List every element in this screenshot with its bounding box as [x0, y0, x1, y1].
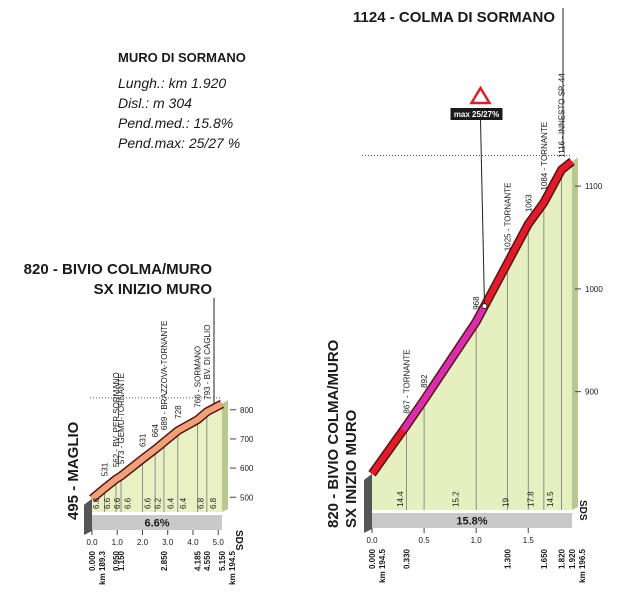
km-label: km 189.3	[98, 550, 107, 584]
gradient-label: 6.8	[92, 497, 101, 509]
base-side	[84, 498, 92, 535]
y-tick-label: 1000	[585, 285, 603, 294]
profile-line	[90, 401, 224, 502]
y-tick-label: 1100	[585, 182, 603, 191]
x-tick-label: 0.0	[86, 538, 98, 547]
info-line: Lungh.: km 1.920	[118, 75, 226, 91]
point-label: 1084 - TORNANTE	[540, 122, 549, 191]
km-mark: 0.950	[112, 550, 121, 571]
brand: SDS	[233, 530, 244, 551]
y-tick-label: 900	[585, 388, 599, 397]
start-label: 820 - BIVIO COLMA/MURO	[325, 339, 342, 528]
y-tick-label: 700	[240, 435, 254, 444]
info-line: Pend.med.: 15.8%	[118, 115, 233, 131]
km-mark: 1.150	[117, 550, 126, 571]
point-label: 867 - TORNANTE	[402, 349, 411, 413]
gradient-label: 14.5	[546, 491, 555, 507]
km-label: km 194.5	[228, 550, 237, 584]
info-line: Disl.: m 304	[118, 95, 192, 111]
y-tick-label: 800	[240, 406, 254, 415]
max-section	[400, 304, 488, 432]
info-title: MURO DI SORMANO	[118, 50, 246, 65]
x-tick-label: 0.0	[366, 536, 378, 545]
x-tick-label: 1.5	[523, 536, 535, 545]
gradient-label: 6.6	[144, 497, 153, 509]
gradient-label: 6.8	[197, 497, 206, 509]
y-tick-label: 600	[240, 464, 254, 473]
km-mark: 1.300	[503, 548, 512, 569]
gradient-label: 15.2	[451, 491, 460, 507]
point-label: 562 - BV. PER SORMANO	[112, 372, 121, 467]
x-tick-label: 4.0	[187, 538, 199, 547]
average-label: 15.8%	[456, 516, 487, 528]
point-label: 631	[138, 433, 147, 447]
gradient-label: 6.6	[113, 497, 122, 509]
point-label: 689 - BRAZZOVA-TORNANTE	[160, 321, 169, 431]
end-side	[572, 157, 578, 510]
info-line: Pend.max: 25/27 %	[118, 135, 240, 151]
gradient-label: 6.6	[103, 497, 112, 509]
gradient-label: 17.8	[526, 491, 535, 507]
km-mark: 0.330	[402, 548, 411, 569]
gradient-label: 6.4	[166, 497, 175, 509]
point-label: 1025 - TORNANTE	[503, 183, 512, 252]
km-mark: 4.550	[203, 550, 212, 571]
gradient-label: 6.6	[123, 497, 132, 509]
km-mark: 0.000	[368, 548, 377, 569]
gradient-band	[372, 513, 572, 528]
start-label: SX INIZIO MURO	[343, 409, 360, 528]
point-label: 728	[174, 405, 183, 419]
km-mark: 1.920	[568, 548, 577, 569]
start-label: 495 - MAGLIO	[65, 421, 82, 520]
point-label: 664	[151, 424, 160, 438]
km-mark: 2.850	[160, 550, 169, 571]
x-tick-label: 1.0	[112, 538, 124, 547]
point-label: 1116 - INNESTO SP. 44	[558, 73, 567, 158]
km-label: km 196.5	[578, 548, 587, 582]
y-tick-label: 500	[240, 493, 254, 502]
km-mark: 1.650	[540, 548, 549, 569]
km-mark: 5.150	[218, 550, 227, 571]
gradient-band	[92, 515, 222, 530]
gradient-label: 6.8	[209, 497, 218, 509]
brand: SDS	[577, 500, 588, 521]
max-pointer	[480, 119, 485, 307]
area	[92, 403, 222, 512]
chart-title: SX INIZIO MURO	[94, 281, 213, 298]
chart-title: 820 - BIVIO COLMA/MURO	[24, 261, 213, 278]
km-mark: 0.000	[88, 550, 97, 571]
warning-icon	[469, 85, 492, 105]
chart-title: 1124 - COLMA DI SORMANO	[353, 9, 555, 26]
end-side	[222, 399, 228, 512]
point-label: 531	[101, 462, 110, 476]
average-label: 6.6%	[144, 518, 169, 530]
x-tick-label: 1.0	[471, 536, 483, 545]
gradient-label: 6.2	[154, 497, 163, 509]
point-label: 573 - GEMU-TORNANTE	[117, 373, 126, 464]
gradient-label: 19	[501, 498, 510, 507]
max-label: max 25/27%	[454, 110, 499, 119]
x-tick-label: 5.0	[213, 538, 225, 547]
max-point	[481, 303, 488, 310]
km-mark: 4.185	[194, 550, 203, 571]
x-tick-label: 0.5	[419, 536, 431, 545]
km-mark: 1.820	[558, 548, 567, 569]
km-label: km 194.5	[378, 548, 387, 582]
point-label: 892	[420, 374, 429, 388]
max-badge	[450, 108, 503, 120]
x-tick-label: 2.0	[137, 538, 149, 547]
point-label: 1063	[524, 194, 533, 212]
base-side	[364, 473, 372, 533]
x-tick-label: 3.0	[162, 538, 174, 547]
gradient-label: 6.4	[179, 497, 188, 509]
point-label: 766 - SORMANO	[194, 346, 203, 408]
point-label: 793 - BV. DI CAGLIO	[203, 324, 212, 399]
point-label: 968	[472, 296, 481, 310]
gradient-label: 14.4	[396, 491, 405, 507]
